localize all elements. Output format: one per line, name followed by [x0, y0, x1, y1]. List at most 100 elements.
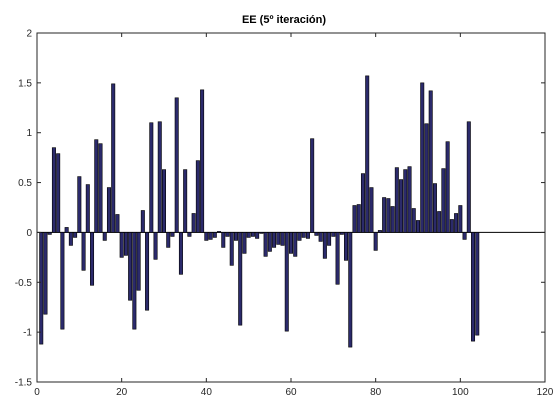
bar-15	[98, 143, 103, 233]
bar-79	[369, 187, 374, 233]
bar-104	[475, 232, 480, 336]
bar-91	[420, 82, 425, 233]
y-tick-label: 2	[26, 29, 32, 40]
bar-1	[39, 232, 44, 345]
bar-27	[149, 122, 154, 233]
bar-70	[331, 232, 336, 237]
x-tick-label: 20	[116, 387, 128, 398]
bar-37	[191, 213, 196, 233]
x-tick-label: 40	[201, 387, 213, 398]
bar-90	[416, 220, 420, 233]
bar-4	[51, 147, 56, 233]
y-tick-label: -0.5	[15, 278, 33, 289]
bar-50	[246, 232, 251, 238]
bar-82	[382, 197, 387, 233]
y-tick-label: -1	[23, 328, 32, 339]
bar-62	[297, 232, 302, 241]
y-tick-label: 0	[26, 228, 32, 239]
bar-21	[123, 232, 128, 256]
bar-103	[471, 232, 476, 342]
bar-28	[153, 232, 158, 260]
bar-51	[250, 232, 255, 237]
bar-32	[170, 232, 175, 237]
bar-68	[322, 232, 327, 259]
bar-95	[437, 211, 442, 233]
bar-11	[81, 232, 86, 271]
bar-20	[119, 232, 124, 258]
bar-39	[200, 89, 205, 233]
bar-78	[365, 75, 370, 233]
bar-45	[225, 232, 230, 237]
bar-25	[140, 210, 145, 233]
bar-48	[238, 232, 243, 326]
bar-75	[352, 205, 357, 233]
bar-102	[466, 121, 471, 233]
bar-80	[373, 232, 378, 251]
bar-61	[293, 232, 298, 257]
y-axis-ticks: -1.5 -1 -0.5 0 0.5 1 1.5 2	[15, 29, 545, 389]
y-tick-label: 0.5	[18, 178, 32, 189]
bar-92	[424, 123, 429, 233]
bar-29	[157, 121, 162, 233]
bar-18	[111, 83, 116, 233]
bar-63	[301, 232, 306, 238]
x-tick-label: 60	[285, 387, 297, 398]
bar-71	[335, 232, 340, 285]
bar-85	[394, 167, 399, 233]
bar-7	[64, 227, 69, 233]
bar-52	[255, 232, 260, 239]
bar-44	[221, 232, 226, 248]
bar-19	[115, 214, 120, 233]
bar-73	[344, 232, 349, 261]
bar-23	[132, 232, 137, 330]
bar-17	[106, 187, 111, 233]
y-tick-label: 1	[26, 128, 32, 139]
y-tick-label: 1.5	[18, 78, 32, 89]
bar-53	[259, 232, 264, 234]
bar-99	[454, 213, 459, 233]
bar-72	[339, 232, 344, 235]
bar-3	[47, 232, 52, 235]
bar-64	[305, 232, 310, 239]
bar-98	[449, 219, 454, 233]
bar-94	[432, 183, 437, 233]
bar-84	[390, 206, 395, 233]
bar-series	[39, 75, 480, 348]
bar-97	[445, 141, 450, 233]
x-tick-label: 0	[34, 387, 40, 398]
bar-10	[77, 176, 82, 233]
bar-86	[399, 179, 404, 233]
bar-56	[272, 232, 277, 248]
x-tick-label: 100	[452, 387, 469, 398]
chart-title: EE (5º iteración)	[242, 14, 326, 26]
bar-88	[407, 166, 412, 233]
bar-96	[441, 168, 446, 233]
bar-26	[145, 232, 150, 311]
bar-47	[233, 232, 238, 241]
bar-8	[68, 232, 73, 246]
bar-89	[411, 208, 416, 233]
bar-101	[462, 232, 467, 240]
bar-49	[242, 232, 247, 254]
bar-30	[162, 169, 166, 233]
bar-38	[195, 160, 200, 233]
bar-41	[208, 232, 213, 240]
bar-69	[327, 232, 332, 246]
bar-40	[204, 232, 209, 241]
bar-81	[377, 230, 382, 233]
y-tick-label: -1.5	[15, 378, 33, 389]
bar-76	[356, 204, 361, 233]
bar-43	[217, 231, 222, 233]
bar-12	[85, 184, 90, 233]
bar-65	[310, 138, 315, 233]
bar-22	[128, 232, 133, 301]
bar-2	[43, 232, 48, 315]
bar-60	[289, 232, 293, 254]
bar-58	[280, 232, 285, 246]
bar-57	[276, 232, 281, 245]
bar-5	[56, 153, 61, 233]
bar-36	[187, 232, 192, 237]
bar-54	[263, 232, 268, 257]
x-tick-label: 120	[537, 387, 553, 398]
bar-74	[348, 232, 353, 348]
